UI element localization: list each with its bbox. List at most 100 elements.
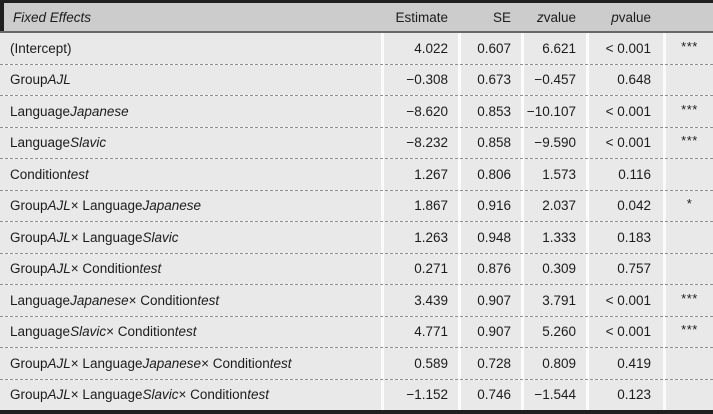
header-se: SE: [461, 10, 521, 25]
cell-z: 0.809: [524, 348, 586, 379]
p-value: 0.116: [618, 166, 651, 182]
z-value: −1.544: [534, 387, 576, 403]
effect-label-segment: Group: [10, 72, 48, 88]
cell-se: 0.673: [461, 64, 521, 95]
cell-z: 2.037: [524, 190, 586, 221]
header-estimate: Estimate: [384, 10, 458, 25]
cell-label: Language Slavic: [0, 127, 381, 158]
significance-stars: ***: [681, 38, 698, 54]
significance-stars: ***: [681, 133, 698, 149]
effect-label-segment: Japanese: [142, 355, 202, 371]
effect-label-segment: Slavic: [70, 135, 107, 151]
header-z: z value: [524, 10, 586, 25]
cell-se: 0.746: [461, 379, 521, 410]
cell-sig: ***: [666, 285, 713, 316]
effect-label-segment: Language: [10, 103, 71, 119]
table-body: (Intercept) 4.022 0.607 6.621 < 0.001 *** Grou…: [0, 33, 713, 410]
cell-se: 0.907: [461, 285, 521, 316]
header-text: Fixed Effects: [13, 9, 92, 25]
header-text: value: [618, 9, 651, 25]
table-row: Group AJL × Language Slavic 1.263 0.948 1.3…: [0, 221, 713, 253]
p-value: 0.648: [617, 72, 651, 88]
effect-label-segment: × Condition: [70, 261, 140, 277]
se-value: 0.916: [477, 198, 511, 214]
effect-label-segment: AJL: [47, 355, 71, 371]
cell-p: 0.648: [589, 64, 663, 95]
z-value: 1.573: [542, 166, 576, 182]
cell-estimate: 1.867: [384, 190, 458, 221]
cell-p: < 0.001: [589, 316, 663, 347]
estimate-value: −8.232: [406, 135, 448, 151]
se-value: 0.858: [477, 135, 511, 151]
effect-label-segment: AJL: [47, 72, 71, 88]
estimate-value: 0.589: [414, 355, 448, 371]
cell-estimate: −8.232: [384, 127, 458, 158]
z-value: −0.457: [534, 72, 576, 88]
table-row: Language Japanese −8.620 0.853 −10.107 < 0.0…: [0, 95, 713, 127]
effect-label-segment: × Language: [70, 198, 143, 214]
se-value: 0.948: [477, 229, 511, 245]
effect-label-segment: Japanese: [70, 103, 129, 119]
table-row: Group AJL × Language Japanese × Conditio…: [0, 347, 713, 379]
cell-z: 0.309: [524, 253, 586, 284]
cell-estimate: 0.589: [384, 348, 458, 379]
cell-estimate: 4.022: [384, 33, 458, 64]
cell-estimate: 3.439: [384, 285, 458, 316]
cell-z: 1.573: [524, 159, 586, 190]
estimate-value: −0.308: [406, 72, 448, 88]
cell-z: −10.107: [524, 96, 586, 127]
cell-sig: [666, 348, 713, 379]
effect-label-segment: test: [197, 292, 220, 308]
table-header-row: Fixed Effects Estimate SE z value p value: [0, 3, 713, 33]
estimate-value: 1.867: [414, 198, 448, 214]
p-value: 0.183: [617, 229, 651, 245]
cell-p: 0.183: [589, 222, 663, 253]
cell-label: Group AJL × Condition test: [0, 253, 381, 284]
header-text: z: [536, 9, 544, 25]
se-value: 0.806: [477, 166, 511, 182]
p-value: 0.419: [617, 355, 651, 371]
se-value: 0.728: [477, 355, 511, 371]
cell-estimate: 1.267: [384, 159, 458, 190]
cell-se: 0.948: [461, 222, 521, 253]
cell-p: 0.757: [589, 253, 663, 284]
cell-label: Group AJL × Language Japanese: [0, 190, 381, 221]
cell-label: Language Japanese × Condition test: [0, 285, 381, 316]
z-value: −10.107: [526, 103, 576, 119]
significance-stars: ***: [681, 322, 698, 338]
cell-p: 0.419: [589, 348, 663, 379]
cell-z: −0.457: [524, 64, 586, 95]
cell-z: 6.621: [524, 33, 586, 64]
z-value: 1.333: [542, 229, 576, 245]
cell-se: 0.916: [461, 190, 521, 221]
table-row: Group AJL × Language Japanese 1.867 0.916 2…: [0, 189, 713, 221]
cell-label: Group AJL × Language Slavic × Condition …: [0, 379, 381, 410]
effect-label-segment: Group: [10, 355, 48, 371]
effect-label-segment: Language: [10, 292, 71, 308]
effect-label-segment: (Intercept): [10, 40, 72, 56]
effect-label-segment: × Condition: [201, 355, 270, 371]
cell-se: 0.728: [461, 348, 521, 379]
table-row: (Intercept) 4.022 0.607 6.621 < 0.001 ***: [0, 33, 713, 64]
effect-label-segment: Group: [10, 387, 48, 403]
cell-estimate: −0.308: [384, 64, 458, 95]
table-row: Group AJL × Condition test 0.271 0.876 0.30…: [0, 252, 713, 284]
cell-p: < 0.001: [589, 96, 663, 127]
cell-estimate: 0.271: [384, 253, 458, 284]
cell-sig: [666, 379, 713, 410]
table-row: Language Slavic × Condition test 4.771 0.9…: [0, 315, 713, 347]
p-value: 0.123: [617, 387, 651, 403]
effect-label-segment: test: [139, 261, 162, 277]
p-value: < 0.001: [605, 40, 651, 56]
cell-estimate: −8.620: [384, 96, 458, 127]
effect-label-segment: AJL: [47, 261, 71, 277]
p-value: < 0.001: [605, 292, 651, 308]
p-value: 0.042: [617, 198, 651, 214]
cell-z: 3.791: [524, 285, 586, 316]
p-value: < 0.001: [605, 135, 651, 151]
cell-z: −9.590: [524, 127, 586, 158]
se-value: 0.853: [477, 103, 511, 119]
cell-estimate: −1.152: [384, 379, 458, 410]
se-value: 0.907: [477, 324, 511, 340]
effect-label-segment: Slavic: [142, 387, 179, 403]
